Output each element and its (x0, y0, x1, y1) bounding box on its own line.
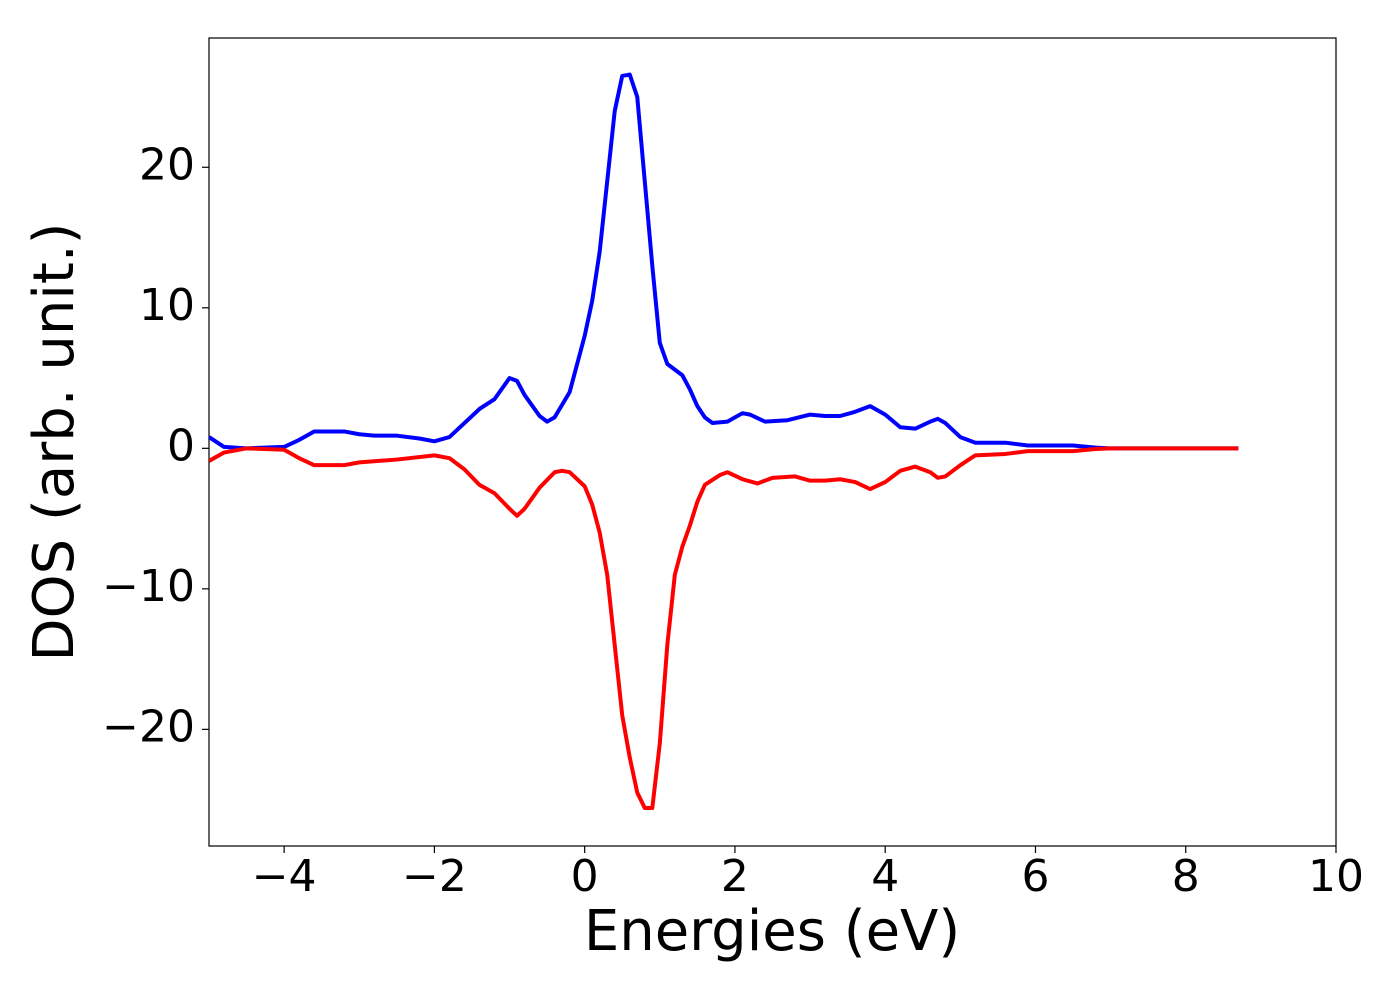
y-tick-label: 20 (139, 139, 195, 190)
y-tick-label: 10 (139, 280, 195, 331)
series-line (209, 446, 1239, 811)
x-tick-label: 2 (721, 851, 749, 902)
y-axis-title: DOS (arb. unit.) (22, 222, 87, 661)
x-tick-label: 4 (871, 851, 899, 902)
x-tick-label: 10 (1308, 851, 1364, 902)
plot-frame (208, 37, 1337, 847)
x-tick-label: 0 (571, 851, 599, 902)
y-tick-label: 0 (167, 420, 195, 471)
plot-area (209, 72, 1239, 811)
x-tick-label: 8 (1172, 851, 1200, 902)
x-tick-label: −2 (402, 851, 467, 902)
y-tick-label: −10 (102, 561, 195, 612)
x-axis-title: Energies (eV) (584, 899, 960, 964)
x-tick-label: −4 (252, 851, 317, 902)
y-tick-label: −20 (102, 701, 195, 752)
x-tick-label: 6 (1021, 851, 1049, 902)
series-line (209, 72, 1239, 451)
